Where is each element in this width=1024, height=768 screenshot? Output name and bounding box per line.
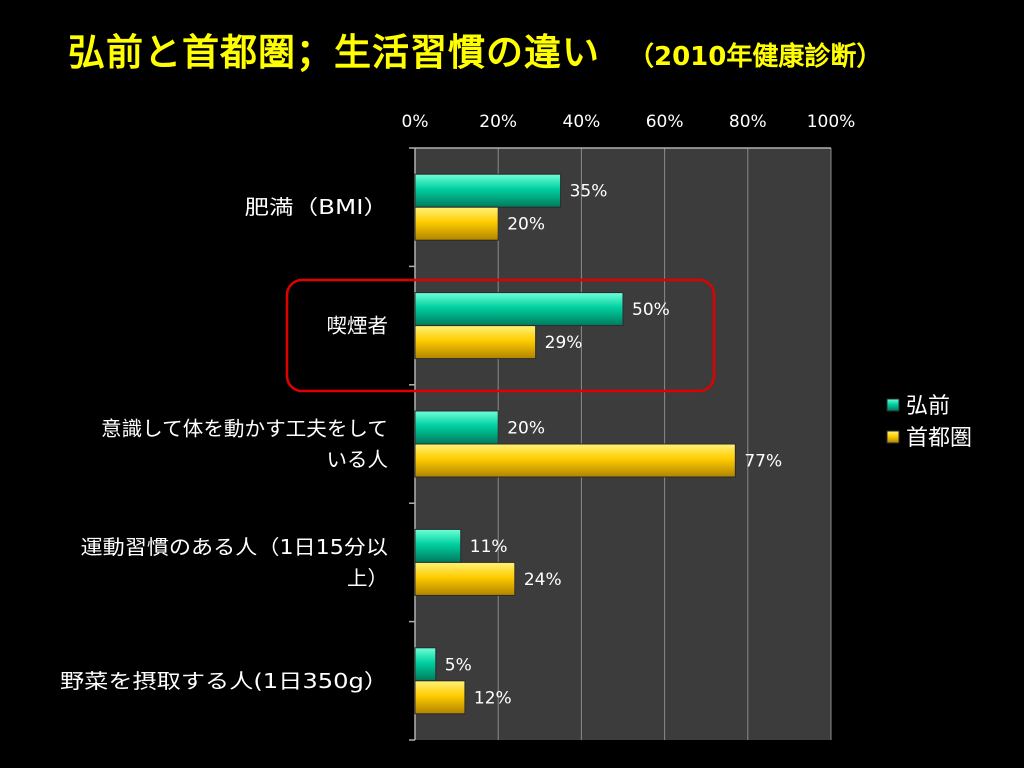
category-label: 上）: [347, 566, 388, 590]
chart-title: 弘前と首都圏；生活習慣の違い （2010年健康診断）: [68, 22, 1008, 78]
tick-label: 60%: [646, 112, 684, 132]
bar: [414, 292, 624, 327]
data-label: 77%: [744, 452, 782, 472]
tick-label: 0%: [402, 112, 429, 132]
data-label: 5%: [445, 655, 472, 675]
category-label: 喫煙者: [327, 314, 389, 338]
chart-title-main: 弘前と首都圏；生活習慣の違い: [68, 31, 600, 74]
category-label: 野菜を摂取する人(1日350g）: [60, 669, 388, 693]
category-label: 運動習慣のある人（1日15分以: [81, 535, 389, 559]
data-label: 24%: [524, 570, 562, 590]
data-labels: 35% 20% 50% 29% 20% 77% 11% 24% 5%12%: [445, 182, 782, 709]
category-label: 肥満（BMI）: [245, 195, 389, 219]
data-label: 20%: [507, 215, 545, 235]
bar: [414, 647, 437, 682]
tick-labels: 0% 20% 40% 60% 80% 100%: [402, 112, 856, 132]
bar: [414, 410, 499, 445]
bar: [414, 325, 537, 360]
tick-label: 20%: [479, 112, 517, 132]
data-label: 11%: [470, 537, 508, 557]
bars: [414, 173, 736, 715]
legend-swatch: [886, 398, 900, 412]
tick-label: 100%: [807, 112, 856, 132]
bar: [414, 528, 462, 563]
data-label: 29%: [545, 333, 583, 353]
legend-label: 弘前: [906, 394, 950, 419]
category-label: いる人: [327, 448, 389, 472]
tick-label: 80%: [729, 112, 767, 132]
category-labels: 肥満（BMI） 喫煙者意識して体を動かす工夫をしている人運動習慣のある人（1日15…: [60, 195, 388, 693]
bar: [414, 680, 466, 715]
bar: [414, 443, 736, 478]
highlight-box: [285, 278, 716, 393]
data-label: 50%: [632, 300, 670, 320]
legend-label: 首都圏: [906, 426, 972, 451]
bar: [414, 173, 562, 208]
bar: [414, 561, 516, 596]
tick-label: 40%: [563, 112, 601, 132]
chart-title-sub: （2010年健康診断）: [628, 42, 883, 72]
category-label: 意識して体を動かす工夫をして: [101, 417, 388, 441]
data-label: 20%: [507, 419, 545, 439]
data-label: 35%: [570, 182, 608, 202]
data-label: 12%: [474, 688, 512, 708]
legend-swatch: [886, 430, 900, 444]
bar: [414, 206, 499, 241]
